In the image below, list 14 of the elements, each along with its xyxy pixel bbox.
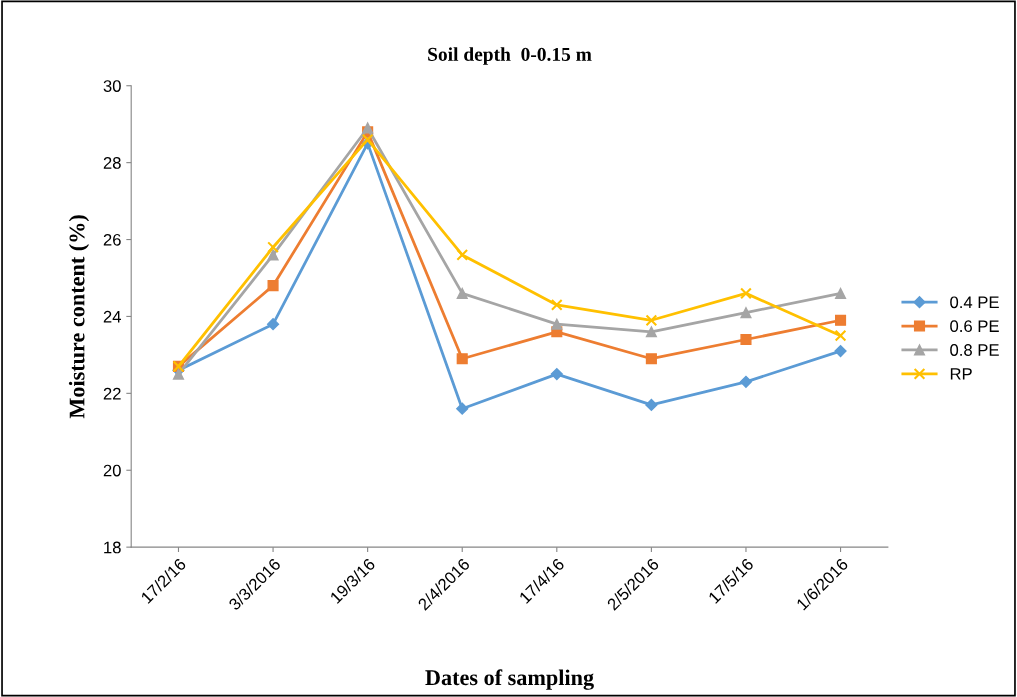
- legend-label: 0.6 PE: [950, 320, 999, 333]
- y-axis-title: Moisture content (%): [68, 215, 90, 419]
- y-tick-label: 24: [103, 310, 121, 323]
- y-tick-label: 26: [103, 233, 121, 246]
- y-tick-label: 18: [104, 541, 121, 554]
- legend-label: 0.8 PE: [950, 344, 999, 356]
- x-axis-title: Dates of sampling: [425, 669, 594, 690]
- y-tick-label: 28: [103, 157, 121, 169]
- legend-label: RP: [950, 368, 972, 380]
- chart-title: Soil depth 0-0.15 m: [428, 47, 592, 65]
- y-tick-label: 30: [103, 80, 121, 92]
- legend-label: 0.4 PE: [950, 296, 999, 309]
- y-tick-label: 20: [103, 464, 121, 477]
- y-tick-label: 22: [103, 387, 121, 400]
